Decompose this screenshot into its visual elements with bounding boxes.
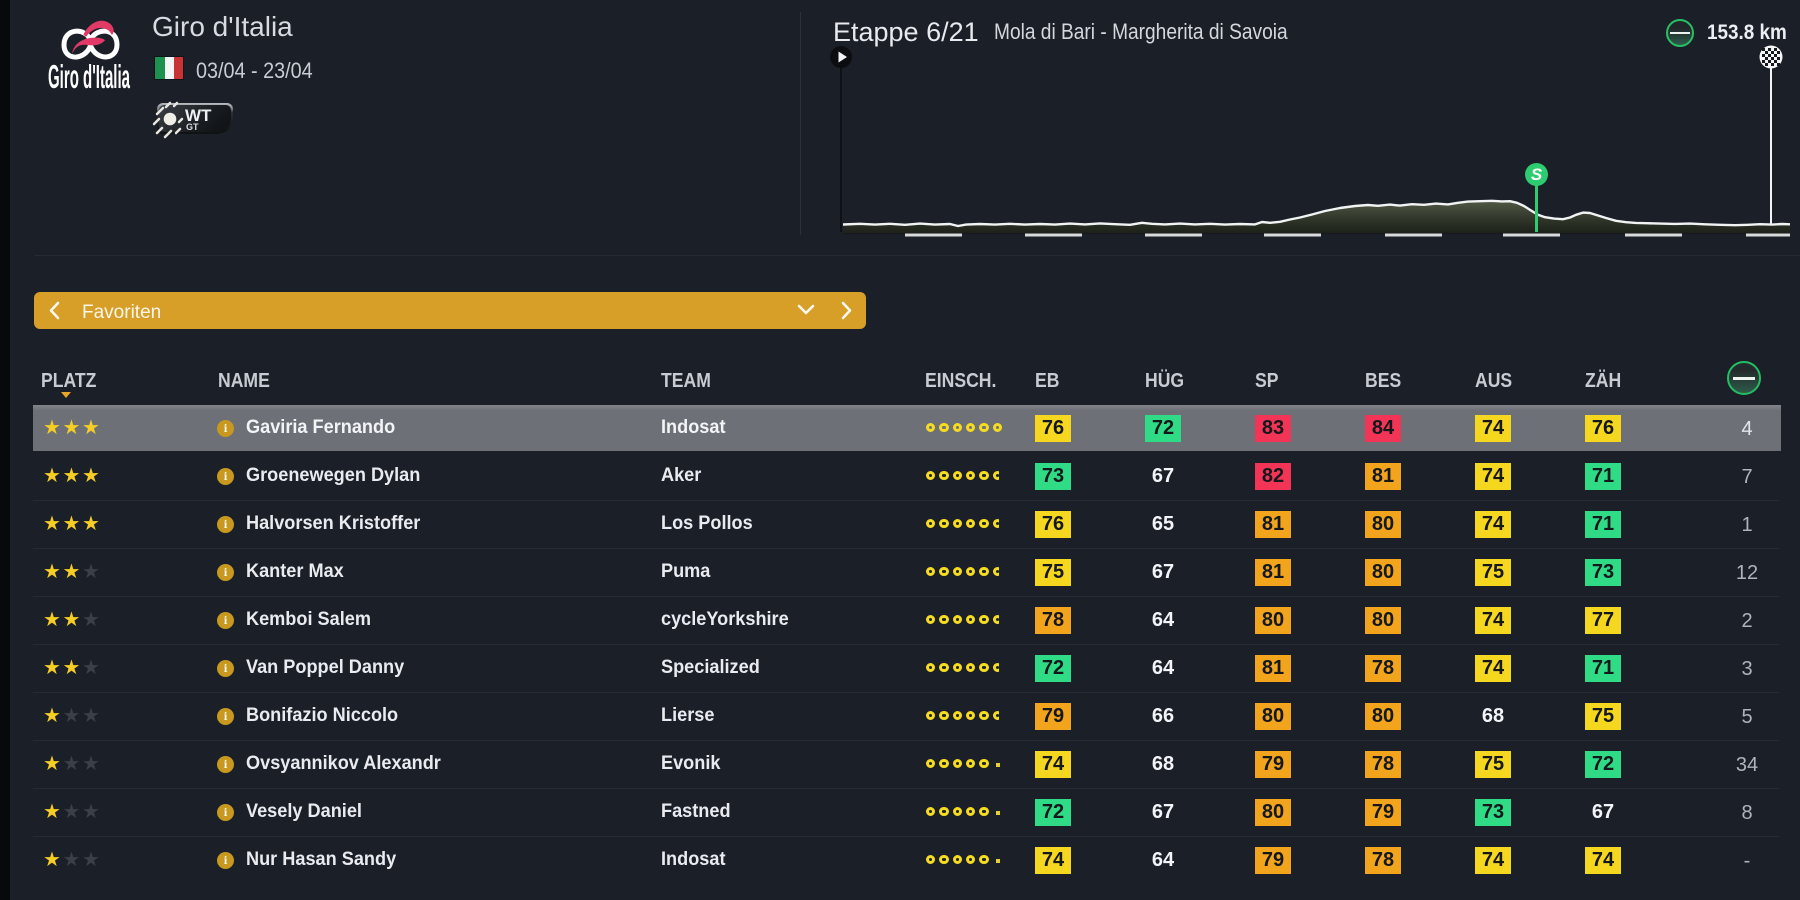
- svg-text:Giro d'Italia: Giro d'Italia: [48, 58, 130, 94]
- svg-text:Favoriten: Favoriten: [82, 302, 161, 323]
